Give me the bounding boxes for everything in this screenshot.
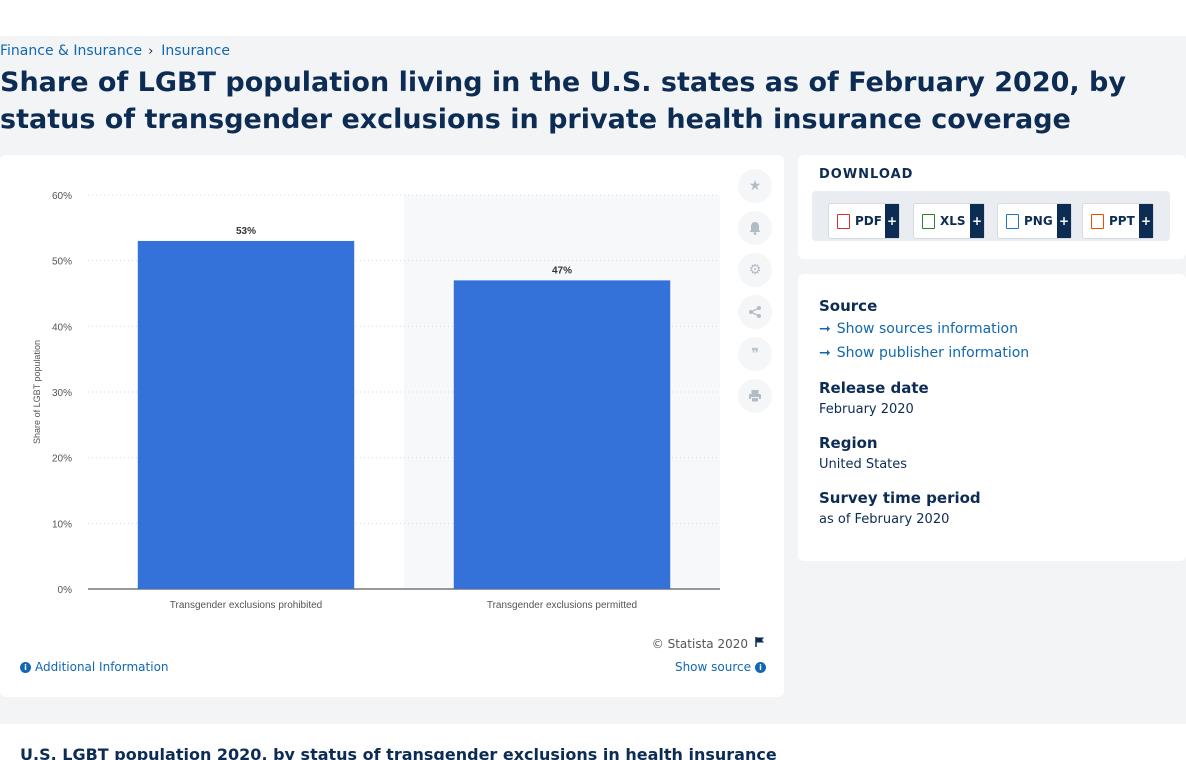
- top-bar: [0, 0, 1186, 36]
- download-png-label: PNG: [1024, 214, 1053, 228]
- breadcrumb-item-finance[interactable]: Finance & Insurance: [0, 43, 143, 59]
- download-ppt-label: PPT: [1109, 214, 1135, 228]
- survey-period-label: Survey time period: [819, 489, 981, 507]
- download-panel: DOWNLOAD PDF + XLS + PNG + PPT +: [798, 155, 1186, 259]
- show-source-label: Show source: [674, 660, 751, 674]
- y-tick-label: 30%: [52, 388, 72, 399]
- show-sources-link[interactable]: ➞ Show sources information: [819, 321, 1018, 337]
- print-icon[interactable]: [738, 379, 772, 413]
- release-date-label: Release date: [819, 379, 929, 397]
- y-axis-label: Share of LGBT population: [32, 340, 42, 444]
- region-value: United States: [819, 457, 908, 472]
- x-tick-label: Transgender exclusions permitted: [487, 600, 637, 611]
- info-icon: i: [755, 661, 766, 673]
- arrow-right-icon: ➞: [819, 345, 831, 361]
- bar-chart: 0% 10% 20% 30% 40% 50% 60% Share of LGBT popula…: [32, 191, 720, 611]
- source-label: Source: [819, 297, 878, 315]
- show-publisher-label: Show publisher information: [836, 345, 1030, 361]
- y-tick-label: 0%: [58, 585, 73, 596]
- download-ppt-button[interactable]: PPT +: [1082, 203, 1154, 239]
- survey-period-value: as of February 2020: [819, 512, 950, 527]
- download-xls-label: XLS: [940, 214, 966, 228]
- breadcrumb-separator: ›: [148, 43, 154, 59]
- breadcrumb: Finance & Insurance › Insurance: [0, 43, 230, 59]
- png-file-icon: [1006, 213, 1019, 229]
- y-tick-label: 50%: [52, 257, 72, 268]
- pdf-file-icon: [837, 213, 850, 229]
- additional-information-label: Additional Information: [35, 660, 169, 674]
- arrow-right-icon: ➞: [819, 321, 831, 337]
- related-statistic-card: U.S. LGBT population 2020, by status of …: [0, 724, 1186, 760]
- bar: [137, 240, 355, 589]
- copyright-notice: © Statista 2020: [652, 636, 766, 651]
- ppt-file-icon: [1091, 213, 1104, 229]
- region-label: Region: [819, 434, 878, 452]
- copyright-text: © Statista 2020: [651, 636, 748, 651]
- related-statistic-title[interactable]: U.S. LGBT population 2020, by status of …: [20, 745, 777, 760]
- plus-icon[interactable]: +: [885, 204, 899, 238]
- xls-file-icon: [922, 213, 935, 229]
- y-tick-label: 10%: [52, 519, 72, 530]
- star-icon[interactable]: ★: [738, 169, 772, 203]
- plus-icon[interactable]: +: [1139, 204, 1153, 238]
- flag-icon[interactable]: [754, 636, 766, 651]
- bar: [453, 280, 671, 589]
- show-publisher-link[interactable]: ➞ Show publisher information: [819, 345, 1029, 361]
- download-png-button[interactable]: PNG +: [997, 203, 1072, 239]
- show-source-link[interactable]: Show source i: [675, 660, 766, 674]
- show-sources-label: Show sources information: [836, 321, 1018, 337]
- gear-icon[interactable]: ⚙: [738, 253, 772, 287]
- additional-information-link[interactable]: i Additional Information: [20, 660, 169, 674]
- breadcrumb-item-insurance[interactable]: Insurance: [161, 43, 230, 59]
- quote-icon[interactable]: ❞: [738, 337, 772, 371]
- statistic-info-panel: Source ➞ Show sources information ➞ Show…: [798, 274, 1186, 561]
- y-tick-label: 60%: [52, 191, 72, 202]
- download-pdf-label: PDF: [855, 214, 882, 228]
- chart-toolbar: ★ ⚙ ❞: [738, 169, 772, 421]
- chart-card: 0% 10% 20% 30% 40% 50% 60% Share of LGBT popula…: [0, 155, 784, 697]
- data-label: 53%: [236, 226, 256, 237]
- plus-icon[interactable]: +: [1057, 204, 1071, 238]
- download-title: DOWNLOAD: [819, 167, 914, 182]
- data-label: 47%: [552, 265, 572, 276]
- y-tick-label: 20%: [52, 454, 72, 465]
- share-icon[interactable]: [738, 295, 772, 329]
- info-icon: i: [20, 661, 31, 673]
- plus-icon[interactable]: +: [970, 204, 984, 238]
- release-date-value: February 2020: [819, 402, 914, 417]
- download-pdf-button[interactable]: PDF +: [828, 203, 900, 239]
- download-xls-button[interactable]: XLS +: [913, 203, 985, 239]
- download-button-bar: PDF + XLS + PNG + PPT +: [812, 191, 1170, 241]
- page-title: Share of LGBT population living in the U…: [0, 67, 1126, 135]
- bell-icon[interactable]: [738, 211, 772, 245]
- y-tick-label: 40%: [52, 322, 72, 333]
- x-tick-label: Transgender exclusions prohibited: [170, 600, 323, 611]
